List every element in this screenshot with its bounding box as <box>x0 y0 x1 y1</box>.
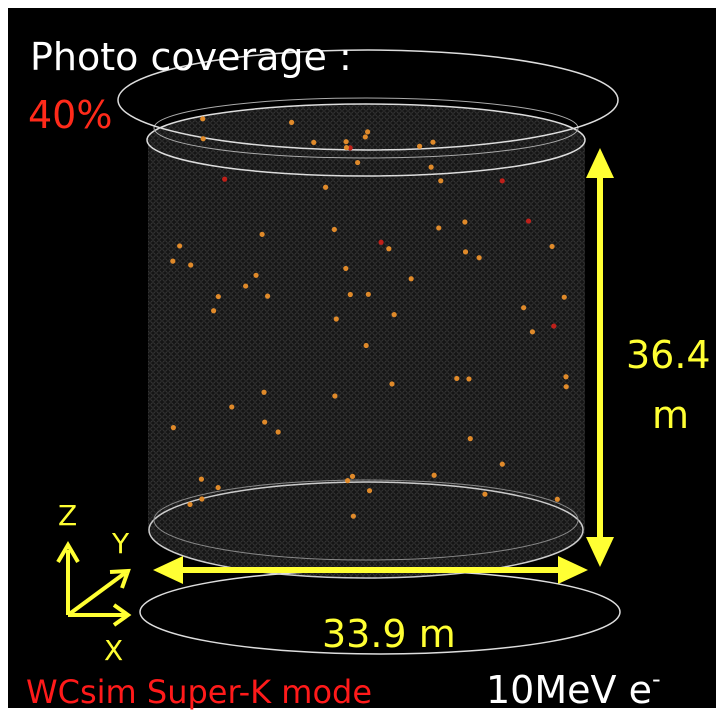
hit-pmt <box>344 145 349 150</box>
hit-pmt <box>409 276 414 281</box>
hit-pmt <box>551 323 556 328</box>
hit-pmt <box>463 249 468 254</box>
height-value: 36.4 <box>626 333 711 377</box>
hit-pmt <box>367 488 372 493</box>
hit-pmt <box>289 120 294 125</box>
hit-pmt <box>454 376 459 381</box>
hit-pmt <box>171 425 176 430</box>
hit-pmt <box>363 134 368 139</box>
hit-pmt <box>366 292 371 297</box>
hit-pmt <box>392 312 397 317</box>
hit-pmt <box>261 390 266 395</box>
hit-pmt <box>199 496 204 501</box>
hit-pmt <box>170 259 175 264</box>
hit-pmt <box>344 139 349 144</box>
hit-pmt <box>253 273 258 278</box>
hit-pmt <box>355 160 360 165</box>
hit-pmt <box>526 218 531 223</box>
hit-pmt <box>332 393 337 398</box>
hit-pmt <box>350 474 355 479</box>
hit-pmt <box>201 136 206 141</box>
hit-pmt <box>211 308 216 313</box>
axis-label: Y <box>111 527 130 560</box>
hit-pmt <box>430 140 435 145</box>
hit-pmt <box>365 129 370 134</box>
hit-pmt <box>243 283 248 288</box>
hit-pmt <box>386 246 391 251</box>
hit-pmt <box>530 329 535 334</box>
hit-pmt <box>555 497 560 502</box>
page: {"title": "Photo coverage :", "coverage"… <box>0 0 724 717</box>
hit-pmt <box>343 266 348 271</box>
hit-pmt <box>334 316 339 321</box>
diameter: 33.9 m <box>322 612 456 656</box>
hit-pmt <box>260 232 265 237</box>
hit-pmt <box>482 492 487 497</box>
tank-wall <box>148 140 585 578</box>
hit-pmt <box>438 178 443 183</box>
hit-pmt <box>222 177 227 182</box>
hit-pmt <box>564 384 569 389</box>
hit-pmt <box>177 243 182 248</box>
hit-pmt <box>188 262 193 267</box>
hit-pmt <box>364 343 369 348</box>
hit-pmt <box>389 381 394 386</box>
hit-pmt <box>199 477 204 482</box>
hit-pmt <box>265 294 270 299</box>
hit-pmt <box>562 295 567 300</box>
hit-pmt <box>436 225 441 230</box>
hit-pmt <box>348 292 353 297</box>
hit-pmt <box>378 240 383 245</box>
coverage: 40% <box>28 93 112 137</box>
hit-pmt <box>500 178 505 183</box>
hit-pmt <box>429 165 434 170</box>
hit-pmt <box>332 227 337 232</box>
hit-pmt <box>229 404 234 409</box>
hit-pmt <box>216 485 221 490</box>
hit-pmt <box>311 140 316 145</box>
hit-pmt <box>466 376 471 381</box>
hit-pmt <box>432 473 437 478</box>
hit-pmt <box>351 514 356 519</box>
hit-pmt <box>216 294 221 299</box>
detector-scene: Z Y X Photo coverage : 40% 36.4 m 33.9 m… <box>0 0 724 717</box>
hit-pmt <box>276 429 281 434</box>
hit-pmt <box>549 244 554 249</box>
title: Photo coverage : <box>30 35 352 79</box>
hit-pmt <box>417 144 422 149</box>
particle-text: 10MeV e <box>486 668 652 712</box>
height-unit: m <box>652 393 689 437</box>
hit-pmt <box>345 478 350 483</box>
hit-pmt <box>563 374 568 379</box>
hit-pmt <box>323 185 328 190</box>
particle-charge: - <box>652 665 661 693</box>
hit-pmt <box>187 502 192 507</box>
hit-pmt <box>262 419 267 424</box>
axis-label: Z <box>58 499 77 532</box>
axis-label: X <box>104 634 123 667</box>
hit-pmt <box>200 116 205 121</box>
hit-pmt <box>462 219 467 224</box>
hit-pmt <box>521 305 526 310</box>
hit-pmt <box>468 436 473 441</box>
hit-pmt <box>500 462 505 467</box>
hit-pmt <box>477 255 482 260</box>
mode: WCsim Super-K mode <box>26 673 372 711</box>
particle: 10MeV e- <box>486 665 661 712</box>
